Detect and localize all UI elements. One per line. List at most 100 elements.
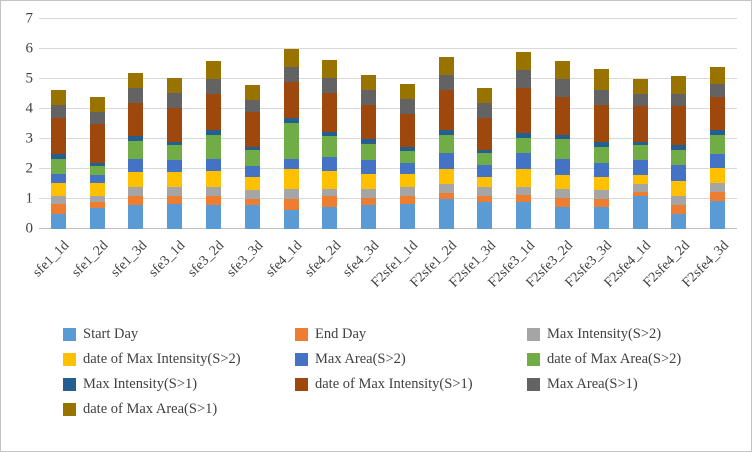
bar-segment <box>50 214 66 229</box>
bar-segment <box>50 196 66 204</box>
legend-swatch-icon <box>527 353 540 366</box>
bar-segment <box>244 100 260 112</box>
bar-segment <box>322 136 338 157</box>
bar-segment <box>89 202 105 208</box>
legend-label: date of Max Area(S>1) <box>83 401 218 417</box>
bar-segment <box>593 104 609 142</box>
stacked-bar-F2sfe1_1d <box>399 83 415 229</box>
bar-segment <box>283 209 299 229</box>
legend-label: date of Max Intensity(S>2) <box>83 351 241 367</box>
bar-segment <box>50 173 66 183</box>
bar-segment <box>399 163 415 174</box>
legend-item: date of Max Area(S>2) <box>527 351 751 368</box>
y-axis-tick-label: 0 <box>25 220 34 237</box>
bar-segment <box>361 173 377 189</box>
bar-segment <box>244 166 260 177</box>
stacked-bar-F2sfe3_3d <box>593 68 609 229</box>
bar-segment <box>167 187 183 196</box>
bar-segment <box>206 170 221 187</box>
y-axis-tick-label: 3 <box>25 130 34 147</box>
bar-segment <box>89 166 105 175</box>
bar-segment <box>555 197 570 207</box>
legend-item: date of Max Area(S>1) <box>63 401 295 418</box>
bar-segment <box>710 200 726 229</box>
gridline <box>39 78 737 79</box>
stacked-bar-sfe3_1d <box>167 77 183 229</box>
x-axis-category-label: sfe3_2d <box>185 238 228 281</box>
legend-swatch-icon <box>63 328 76 341</box>
bar-segment <box>477 187 493 196</box>
legend-item: date of Max Intensity(S>1) <box>295 376 527 393</box>
x-axis-category-label: sfe1_3d <box>107 238 150 281</box>
legend-item: Start Day <box>63 326 295 343</box>
bar-segment <box>710 182 726 192</box>
bar-segment <box>89 112 105 124</box>
legend-item: Max Intensity(S>1) <box>63 376 295 393</box>
bar-segment <box>244 205 260 229</box>
bar-segment <box>632 94 648 106</box>
bar-segment <box>516 52 532 70</box>
bar-segment <box>89 182 105 196</box>
bar-segment <box>399 146 415 151</box>
bar-segment <box>438 184 454 193</box>
bar-segment <box>128 88 144 103</box>
bar-segment <box>322 157 338 171</box>
stacked-bar-sfe4_3d <box>361 74 377 229</box>
bar-segment <box>671 205 687 214</box>
bar-segment <box>555 61 570 79</box>
bar-segment <box>438 74 454 90</box>
bar-segment <box>671 164 687 181</box>
bar-segment <box>516 133 532 138</box>
bar-segment <box>710 191 726 201</box>
legend-swatch-icon <box>63 403 76 416</box>
bar-segment <box>283 122 299 159</box>
bar-segment <box>555 134 570 139</box>
bar-segment <box>283 158 299 169</box>
bar-segment <box>322 131 338 136</box>
bar-segment <box>206 94 221 130</box>
bar-segment <box>128 136 144 141</box>
y-axis-tick-label: 5 <box>25 70 34 87</box>
stacked-bar-sfe1_2d <box>89 97 105 229</box>
stacked-bar-F2sfe3_2d <box>555 61 570 229</box>
bar-segment <box>89 175 105 183</box>
bar-segment <box>710 67 726 84</box>
bar-segment <box>128 140 144 159</box>
bar-segment <box>593 176 609 190</box>
stacked-bar-F2sfe3_1d <box>516 52 532 229</box>
stacked-bar-F2sfe4_3d <box>710 67 726 229</box>
legend-item: Max Intensity(S>2) <box>527 326 751 343</box>
bar-segment <box>361 74 377 90</box>
bar-segment <box>477 149 493 153</box>
bar-segment <box>632 160 648 175</box>
bar-segment <box>244 146 260 150</box>
bar-segment <box>244 85 260 100</box>
bar-segment <box>50 104 66 118</box>
legend-swatch-icon <box>63 378 76 391</box>
bar-segment <box>50 158 66 174</box>
bar-segment <box>206 130 221 135</box>
bar-segment <box>671 94 687 106</box>
bar-segment <box>89 208 105 229</box>
bar-segment <box>361 104 377 139</box>
legend-item: End Day <box>295 326 527 343</box>
legend-swatch-icon <box>295 328 308 341</box>
gridline <box>39 48 737 49</box>
legend-swatch-icon <box>527 328 540 341</box>
x-axis-category-label: sfe1_1d <box>30 238 73 281</box>
bar-segment <box>399 203 415 229</box>
stacked-bar-sfe3_2d <box>206 61 221 229</box>
bar-segment <box>89 124 105 163</box>
legend-label: Max Intensity(S>2) <box>547 326 662 342</box>
bar-segment <box>477 103 493 118</box>
stacked-bar-F2sfe4_1d <box>632 79 648 229</box>
bar-segment <box>361 197 377 205</box>
bar-segment <box>128 103 144 136</box>
bar-segment <box>283 188 299 199</box>
bar-segment <box>632 184 648 192</box>
bar-segment <box>283 118 299 123</box>
stacked-bar-sfe3_3d <box>244 85 260 229</box>
bar-segment <box>632 191 648 196</box>
bar-segment <box>516 194 532 202</box>
stacked-bar-sfe4_1d <box>283 49 299 229</box>
